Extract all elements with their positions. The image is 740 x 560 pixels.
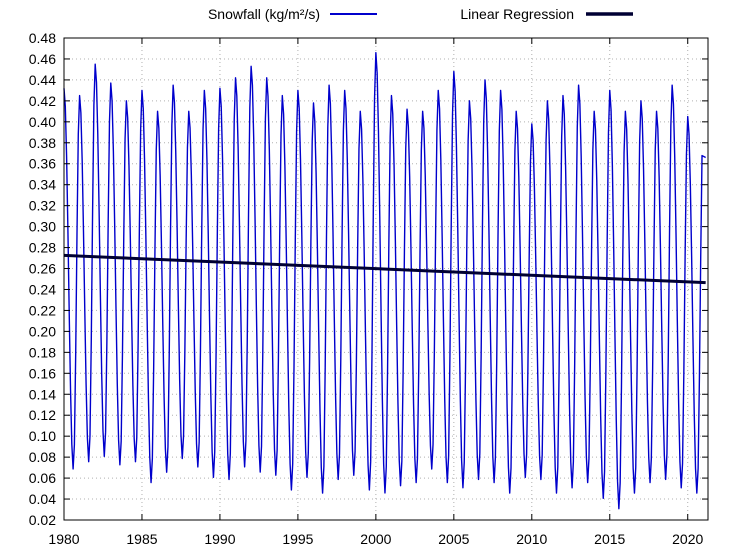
y-tick-label: 0.22 [29,302,56,318]
legend-label-snowfall: Snowfall (kg/m²/s) [208,6,320,22]
y-tick-label: 0.14 [29,386,56,402]
y-tick-label: 0.48 [29,30,56,46]
y-tick-label: 0.16 [29,365,56,381]
x-tick-label: 2020 [672,531,703,547]
y-tick-label: 0.24 [29,281,56,297]
y-tick-label: 0.12 [29,407,56,423]
y-tick-label: 0.36 [29,156,56,172]
x-tick-label: 2015 [594,531,625,547]
y-tick-label: 0.28 [29,240,56,256]
y-tick-label: 0.20 [29,323,56,339]
legend: Snowfall (kg/m²/s) Linear Regression [208,6,633,22]
y-tick-label: 0.44 [29,72,56,88]
x-tick-label: 1995 [282,531,313,547]
y-tick-label: 0.46 [29,51,56,67]
series-line-snowfall [63,51,706,510]
x-tick-label: 1980 [48,531,79,547]
legend-label-regression: Linear Regression [460,6,574,22]
y-tick-label: 0.18 [29,344,56,360]
x-tick-label: 2000 [360,531,391,547]
y-tick-label: 0.42 [29,93,56,109]
plot-frame [63,37,709,521]
x-tick-label: 1990 [204,531,235,547]
x-tick-label: 1985 [126,531,157,547]
x-tick-label: 2005 [438,531,469,547]
y-tick-label: 0.10 [29,428,56,444]
x-tick-label: 2010 [516,531,547,547]
y-tick-label: 0.32 [29,198,56,214]
y-tick-label: 0.08 [29,449,56,465]
y-tick-label: 0.38 [29,135,56,151]
y-tick-label: 0.06 [29,470,56,486]
y-tick-label: 0.26 [29,261,56,277]
series-layer [63,51,706,510]
y-tick-label: 0.04 [29,491,56,507]
y-tick-label: 0.40 [29,114,56,130]
y-tick-label: 0.30 [29,219,56,235]
y-tick-label: 0.34 [29,177,56,193]
y-tick-label: 0.02 [29,512,56,528]
axis-ticks: 0.02 0.04 0.06 0.08 0.10 0.12 0.14 0.16 0.18 0.20… [29,30,708,547]
series-line-regression [63,253,706,285]
